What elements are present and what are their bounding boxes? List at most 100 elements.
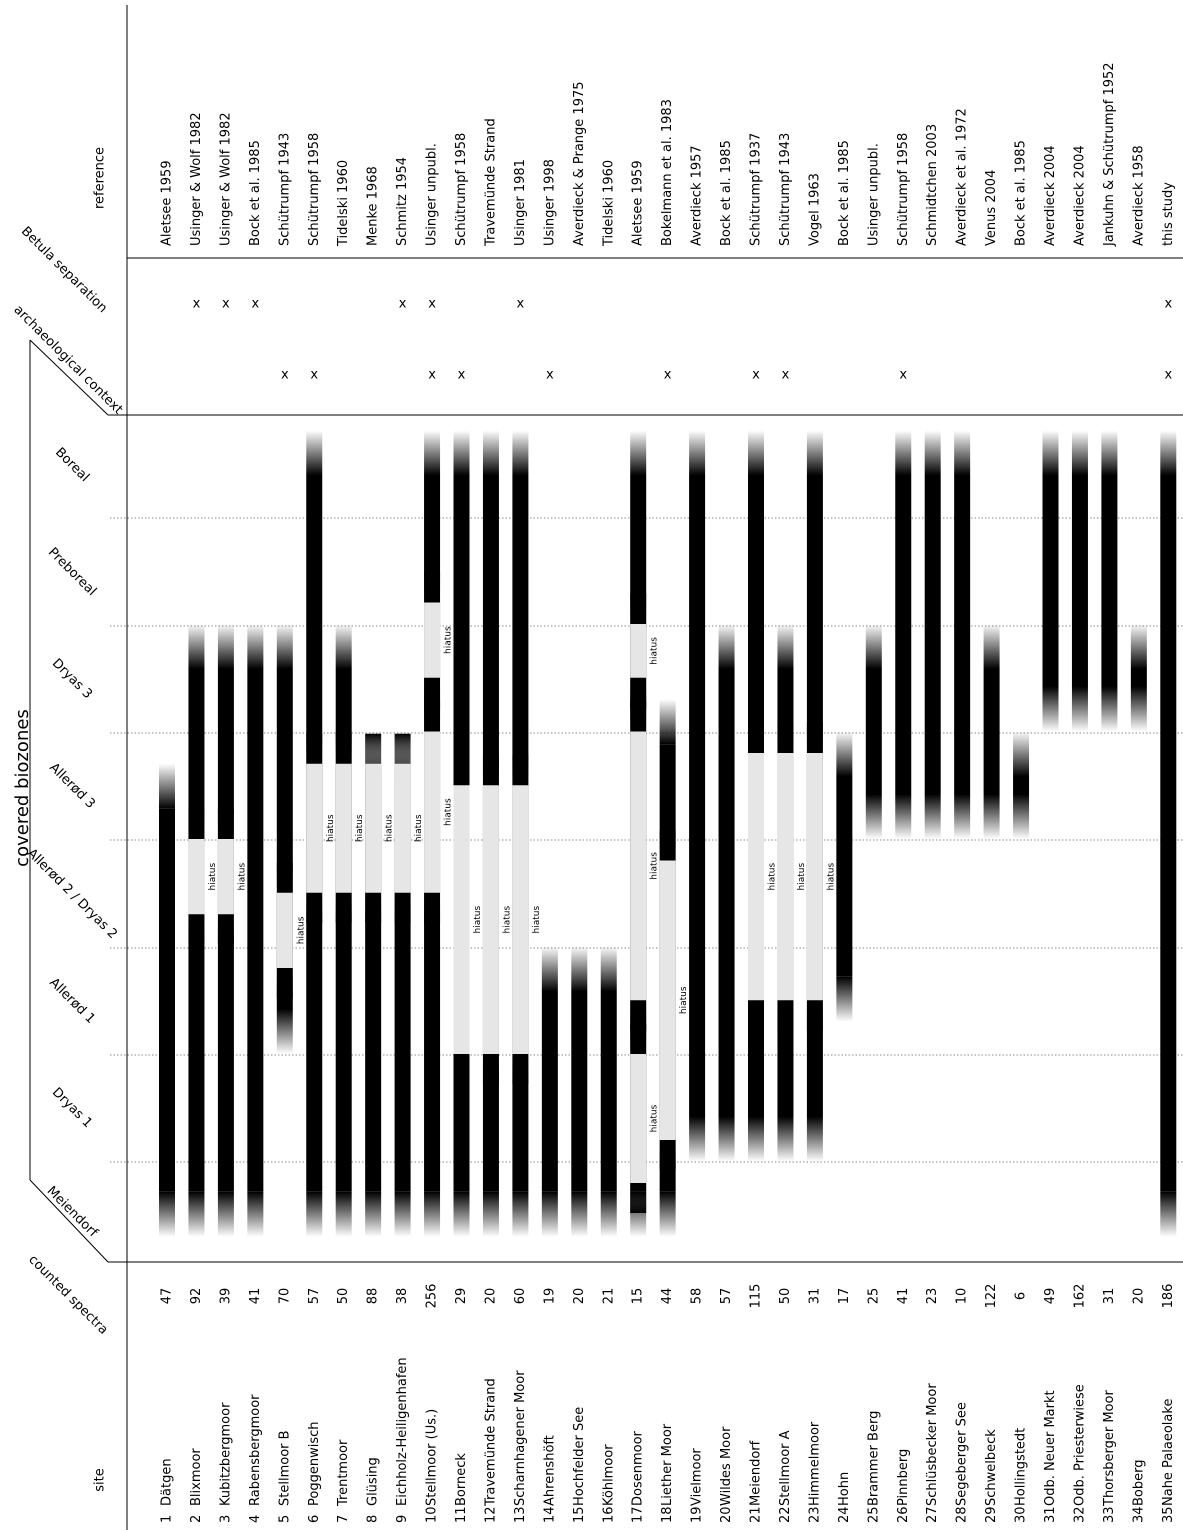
site-number: 15	[572, 1506, 587, 1523]
site-number: 13	[513, 1506, 528, 1523]
site-number: 26	[896, 1506, 911, 1523]
site-number: 27	[925, 1506, 940, 1523]
counted-spectra: 256	[425, 1284, 440, 1309]
bar-fade-bottom	[1013, 794, 1030, 839]
bar-fade-bottom	[1101, 686, 1118, 732]
hiatus-fade	[630, 701, 647, 732]
site-name: Hohn	[837, 1472, 852, 1506]
counted-spectra: 49	[1043, 1288, 1058, 1305]
hiatus-label: hiatus	[208, 863, 218, 891]
bar-fade-bottom	[276, 1009, 293, 1054]
counted-spectra: 31	[807, 1288, 822, 1305]
hiatus-label: hiatus	[826, 863, 836, 891]
reference: Schütrumpf 1937	[749, 133, 764, 246]
reference: Averdieck et al. 1972	[955, 108, 970, 246]
hiatus-label: hiatus	[414, 814, 424, 842]
bar-fade-top	[600, 946, 617, 992]
bar-fade-top	[1071, 430, 1088, 476]
hiatus-label: hiatus	[650, 1104, 660, 1132]
hiatus-fade	[276, 968, 293, 998]
bar-fade-bottom	[689, 1116, 706, 1162]
reference: Bock et al. 1985	[248, 140, 263, 246]
hiatus-gap	[630, 731, 647, 1001]
reference: Menke 1968	[366, 166, 381, 246]
counted-spectra: 115	[749, 1284, 764, 1309]
coverage-bar	[806, 430, 823, 1162]
site-number: 10	[425, 1506, 440, 1523]
hiatus-fade	[394, 733, 411, 764]
coverage-bar	[983, 624, 1000, 839]
reference: Schütrumpf 1958	[896, 133, 911, 246]
biozone-label: Allerød 3	[46, 760, 98, 812]
betula-mark: x	[222, 297, 230, 312]
coverage-bar	[865, 624, 882, 839]
reference: Jankuhn & Schütrumpf 1952	[1102, 62, 1117, 247]
counted-spectra: 20	[572, 1288, 587, 1305]
biozone-label: Preboreal	[45, 545, 99, 599]
bar-fade-top	[188, 624, 205, 669]
site-number: 35	[1161, 1506, 1176, 1523]
bar-fade-top	[512, 430, 529, 476]
counted-spectra: 88	[366, 1288, 381, 1305]
site-name: Himmelmoor	[807, 1421, 822, 1506]
reference: Vogel 1963	[807, 173, 822, 246]
hiatus-label: hiatus	[444, 798, 454, 826]
hiatus-fade	[630, 677, 647, 708]
bar-fade-top	[424, 430, 441, 476]
reference: Bock et al. 1985	[719, 140, 734, 246]
archaeo-mark: x	[281, 368, 289, 383]
bar-fade-top	[1101, 430, 1118, 476]
hiatus-fade	[748, 723, 764, 753]
reference: Tidelski 1960	[601, 160, 616, 247]
site-name: Pinnberg	[896, 1449, 911, 1506]
bar-body	[836, 776, 853, 977]
bar-fade-top	[1130, 624, 1147, 669]
hiatus-gap	[217, 839, 234, 915]
bar-fade-top	[777, 624, 794, 669]
hiatus-fade	[365, 733, 382, 764]
bar-fade-bottom	[1160, 1191, 1177, 1237]
bar-fade-bottom	[748, 1116, 764, 1162]
hiatus-label: hiatus	[502, 906, 512, 934]
site-name: Travemünde Strand	[483, 1378, 498, 1507]
counted-spectra: 10	[955, 1288, 970, 1305]
site-name: Glüsing	[366, 1457, 381, 1506]
coverage-bar	[1013, 731, 1030, 839]
hiatus-fade	[188, 809, 205, 839]
coverage-bar	[836, 731, 853, 1022]
site-name: Odb. Neuer Markt	[1043, 1390, 1058, 1506]
coverage-bar	[777, 624, 794, 1162]
header-reference: reference	[93, 147, 108, 209]
reference: Averdieck 1958	[1131, 145, 1146, 246]
reference: Usinger & Wolf 1982	[189, 112, 204, 246]
bar-fade-top	[306, 430, 323, 476]
site-number: 33	[1102, 1506, 1117, 1523]
site-name: Eichholz-Heiligenhafen	[395, 1357, 410, 1506]
bar-fade-top	[836, 731, 853, 777]
hiatus-label: hiatus	[385, 814, 395, 842]
hiatus-fade	[276, 862, 293, 893]
hiatus-fade	[659, 830, 676, 861]
counted-spectra: 25	[866, 1288, 881, 1305]
site-number: 8	[366, 1515, 381, 1523]
archaeo-mark: x	[1164, 368, 1172, 383]
hiatus-gap	[424, 731, 441, 893]
hiatus-label: hiatus	[797, 863, 807, 891]
hiatus-fade	[453, 1054, 470, 1084]
reference: Usinger & Wolf 1982	[218, 112, 233, 246]
site-number: 12	[483, 1506, 498, 1523]
counted-spectra: 57	[719, 1288, 734, 1305]
bar-fade-top	[924, 430, 941, 476]
reference: Travemünde Strand	[483, 118, 498, 247]
reference: Usinger 1998	[542, 159, 557, 246]
coverage-bar	[541, 946, 558, 1237]
bar-body	[1071, 475, 1088, 687]
hiatus-fade	[424, 572, 441, 603]
site-number: 3	[218, 1515, 233, 1523]
site-number: 18	[660, 1506, 675, 1523]
hiatus-fade	[630, 594, 647, 624]
hiatus-label: hiatus	[650, 852, 660, 880]
coverage-bar	[424, 430, 441, 1237]
hiatus-label: hiatus	[326, 814, 336, 842]
hiatus-label: hiatus	[355, 814, 365, 842]
